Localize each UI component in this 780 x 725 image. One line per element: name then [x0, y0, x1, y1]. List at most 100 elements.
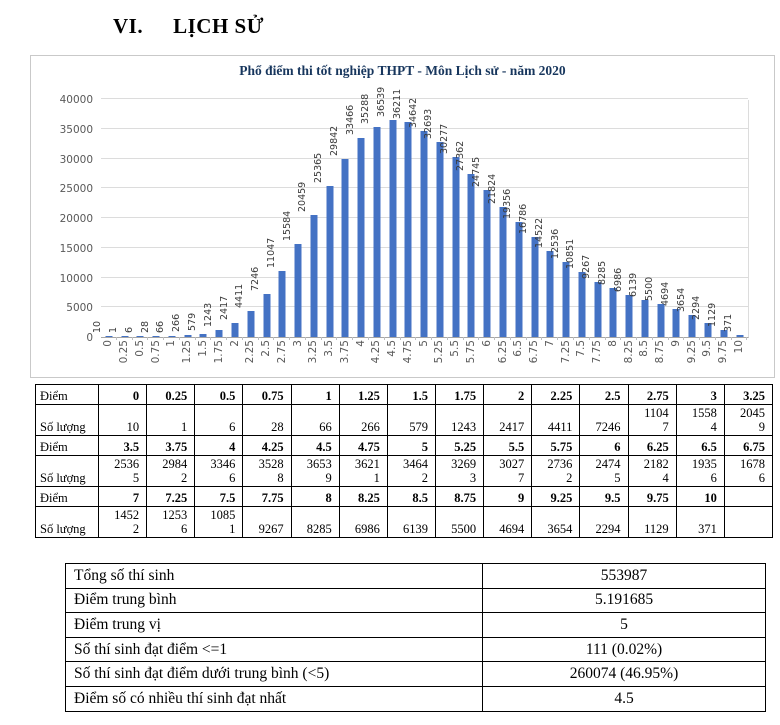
bar-value-label: 24745 — [470, 156, 482, 187]
score-cell: 5.25 — [434, 435, 485, 456]
bar — [199, 333, 207, 337]
x-tick-label: 1.25 — [181, 340, 194, 364]
bar — [152, 336, 160, 337]
score-frequency-table-body: Điểm 0 0.25 0.5 0.75 1 1.25 1.5 1.75 2 2.25 2.5 2.75… — [35, 384, 774, 538]
bar-value-label: 28 — [139, 321, 151, 334]
bar-value-label: 3654 — [675, 288, 687, 313]
summary-value: 5.191685 — [482, 587, 766, 614]
count-cell: 579 — [386, 404, 436, 436]
bar-value-label: 7246 — [250, 266, 262, 291]
count-cell: 2536 5 — [97, 455, 148, 487]
summary-statistics-table: Tổng số thí sinh 553987 Điểm trung bình 5.1… — [65, 563, 766, 712]
summary-label: Tổng số thí sinh — [65, 563, 483, 589]
bar-column: 8285 8 — [597, 100, 622, 347]
score-cell: 4 — [194, 435, 244, 456]
x-tick-label: 10 — [733, 340, 745, 354]
section-numeral: VI. — [113, 14, 144, 38]
count-cell: 66 — [290, 404, 340, 436]
bar-value-label: 1 — [108, 327, 120, 334]
summary-row: Điểm số có nhiều thí sinh đạt nhất 4.5 — [65, 685, 766, 712]
count-cell: 2984 2 — [146, 455, 196, 487]
score-row: Điểm 7 7.25 7.5 7.75 8 8.25 8.5 8.75 9 9.25 9.5 9.75… — [35, 486, 774, 507]
count-cell: 1253 6 — [146, 506, 196, 538]
score-row-label: Điểm — [35, 384, 99, 405]
summary-value: 553987 — [482, 563, 766, 589]
bar — [420, 130, 428, 337]
summary-label: Điểm trung bình — [65, 587, 483, 614]
bar-value-label: 35288 — [360, 93, 372, 125]
count-cell: 7246 — [579, 404, 629, 436]
bar-column: 21824 6.25 — [487, 100, 511, 363]
gridline — [101, 127, 748, 129]
bar-value-label: 10 — [92, 321, 104, 334]
bar — [294, 244, 302, 337]
bar — [720, 330, 728, 337]
count-cell: 1129 — [627, 506, 677, 538]
bar-value-label: 6139 — [628, 273, 640, 298]
count-cell: 6 — [194, 404, 244, 436]
score-cell: 9.25 — [531, 486, 581, 507]
score-cell: 7 — [97, 486, 148, 507]
bar-column: 12536 7.25 — [550, 100, 574, 363]
bar-column: 11047 2.75 — [266, 100, 290, 363]
score-cell: 7.75 — [242, 486, 292, 507]
bar-column: 7246 2.5 — [250, 100, 275, 357]
bar-value-label: 4694 — [659, 281, 671, 307]
score-cell: 8.5 — [386, 486, 436, 507]
bar-value-label: 1243 — [202, 302, 214, 327]
x-tick-label: 1.5 — [196, 340, 209, 357]
count-cell: 6139 — [386, 506, 436, 538]
bar-column: 9267 7.75 — [581, 100, 606, 363]
summary-statistics-table-body: Tổng số thí sinh 553987 Điểm trung bình 5.1… — [65, 563, 766, 712]
summary-value: 260074 (46.95%) — [482, 661, 766, 687]
bar-value-label: 4411 — [234, 283, 246, 308]
bar-column: 10 0 — [92, 100, 117, 347]
count-cell: 9267 — [242, 506, 292, 538]
bar-value-label: 29842 — [328, 126, 340, 157]
x-tick-label: 2.25 — [244, 340, 257, 364]
bar-column: 36539 4.5 — [376, 86, 401, 357]
bar — [672, 309, 680, 337]
count-cell: 3621 1 — [338, 455, 388, 487]
bar — [263, 293, 271, 337]
bar-column: 6139 8.5 — [628, 100, 653, 357]
bar — [483, 189, 491, 337]
score-cell: 1 — [290, 384, 340, 405]
score-row-label: Điểm — [35, 435, 99, 456]
bar-value-label: 14522 — [533, 217, 545, 248]
score-cell — [723, 486, 774, 507]
bar — [404, 121, 412, 337]
x-tick-label: 1 — [165, 340, 178, 347]
bar — [499, 207, 507, 337]
bar-column: 14522 7 — [534, 100, 558, 347]
bar-value-label: 66 — [155, 321, 167, 334]
score-cell: 8 — [290, 486, 340, 507]
x-tick-label: 4.25 — [370, 340, 383, 364]
score-cell: 0.25 — [146, 384, 196, 405]
bar-column: 1 0.25 — [108, 100, 133, 363]
bar-value-label: 5500 — [644, 277, 656, 302]
count-cell: 3654 — [531, 506, 581, 538]
bar — [247, 310, 255, 337]
x-tick-label: 6.75 — [528, 340, 541, 364]
count-cell: 4694 — [483, 506, 533, 538]
bar-column: 24745 6 — [471, 100, 495, 347]
summary-value: 4.5 — [482, 685, 766, 712]
score-cell: 5.5 — [483, 435, 533, 456]
count-cell — [723, 506, 774, 538]
plot-area: 10 0 1 0.25 6 0.5 28 0.75 66 1 266 1.25 579 1.5 1243 1.… — [92, 86, 749, 363]
score-distribution-chart: Phổ điểm thi tốt nghiệp THPT - Môn Lịch … — [30, 55, 775, 378]
count-cell: 3269 3 — [434, 455, 485, 487]
count-cell: 1935 6 — [675, 455, 725, 487]
bar-value-label: 266 — [171, 314, 183, 333]
score-cell: 5 — [386, 435, 436, 456]
section-heading: VI. LỊCH SỬ — [113, 14, 264, 39]
bar-column: 27362 5.75 — [455, 100, 480, 363]
bar-value-label: 12536 — [549, 229, 561, 260]
x-tick-label: 6.5 — [512, 340, 525, 357]
x-tick-label: 2.75 — [275, 340, 288, 364]
x-tick-label: 0 — [102, 340, 115, 347]
x-tick-label: 9.5 — [701, 340, 714, 357]
bar-column: 2294 9.5 — [691, 100, 716, 357]
bar-column: 36211 4.75 — [392, 88, 417, 363]
